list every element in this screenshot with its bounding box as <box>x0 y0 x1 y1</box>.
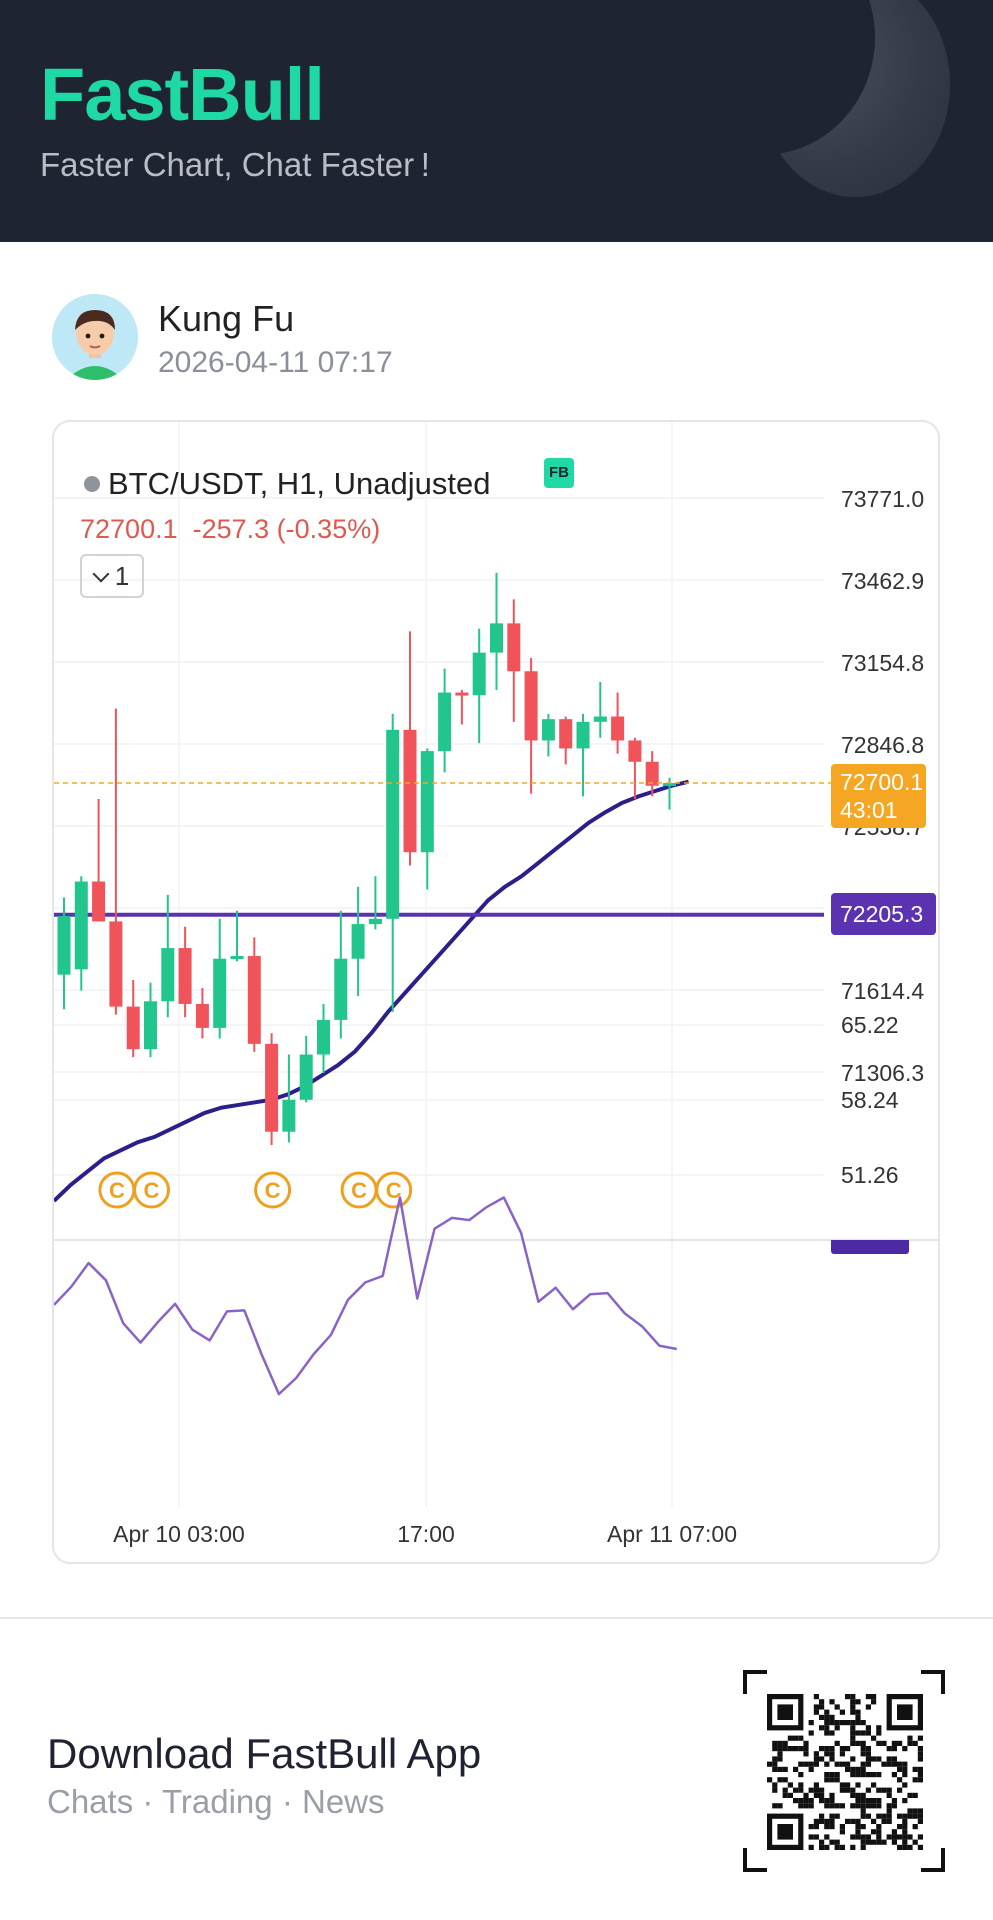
candle-body <box>455 692 469 696</box>
candle-body <box>403 729 417 853</box>
candle-body <box>161 948 175 1002</box>
candle-body <box>282 1099 296 1132</box>
indicator-count: 1 <box>114 561 130 591</box>
fastbull-logo: FastBull <box>40 53 325 136</box>
rsi-tick-label: 51.26 <box>841 1162 899 1188</box>
sub-separator: · <box>142 1783 154 1820</box>
chart-card[interactable]: 73771.073462.973154.872846.872538.771922… <box>52 420 940 1564</box>
candle-body <box>507 623 521 672</box>
candle-body <box>645 761 659 786</box>
candle-body <box>611 716 625 741</box>
pane-separator-handle[interactable] <box>831 1240 909 1254</box>
candle-body <box>334 958 348 1020</box>
download-qr-code[interactable] <box>743 1670 945 1872</box>
candle-body <box>351 924 365 959</box>
candle-body <box>559 719 573 749</box>
current-price-tag: 72700.1 43:01 <box>831 764 926 828</box>
candle-body <box>109 921 123 1007</box>
candle-body <box>178 948 192 1004</box>
event-marker <box>133 1171 170 1209</box>
fb-badge: FB <box>544 458 574 488</box>
candle-body <box>144 1001 157 1050</box>
price-tick-label: 73154.8 <box>841 650 924 676</box>
candle-body <box>490 623 503 653</box>
footer-divider <box>0 1617 993 1619</box>
time-tick-label: Apr 10 03:00 <box>113 1521 245 1547</box>
countdown: 43:01 <box>840 797 898 823</box>
candle-body <box>195 1003 209 1028</box>
candle-body <box>472 652 486 696</box>
price-tick-label: 73462.9 <box>841 568 924 594</box>
candle-body <box>420 751 434 853</box>
symbol-header: BTC/USDT, H1, Unadjusted <box>84 466 490 502</box>
avatar[interactable] <box>52 294 138 380</box>
status-dot <box>84 476 100 492</box>
price-tick-label: 72846.8 <box>841 732 924 758</box>
candle-body <box>265 1043 279 1132</box>
time-tick-label: Apr 11 07:00 <box>607 1521 737 1547</box>
time-tick-label: 17:00 <box>397 1521 455 1547</box>
candle-body <box>299 1054 313 1100</box>
header-banner: FastBull Faster Chart, Chat Faster ! <box>0 0 993 242</box>
price-tick-label: 71306.3 <box>841 1060 924 1086</box>
candle-body <box>126 1006 140 1050</box>
sub-trading: Trading <box>161 1783 273 1820</box>
sub-news: News <box>301 1783 385 1820</box>
candle-body <box>213 958 227 1028</box>
ma-level-tag: 72205.3 <box>831 893 936 935</box>
event-marker <box>254 1171 292 1209</box>
price-tag-value: 72700.1 <box>840 769 924 795</box>
slogan: Faster Chart, Chat Faster ! <box>40 146 430 183</box>
candle-body <box>74 881 88 970</box>
candle-body <box>663 783 676 787</box>
indicator-dropdown[interactable]: 1 <box>80 554 144 598</box>
event-marker-label: C <box>265 1178 281 1203</box>
post-timestamp: 2026-04-11 07:17 <box>158 346 393 379</box>
candle-body <box>247 956 261 1044</box>
candle-body <box>524 671 538 741</box>
candle-body <box>628 740 642 762</box>
download-title[interactable]: Download FastBull App <box>47 1730 482 1777</box>
symbol-title: BTC/USDT, H1, Unadjusted <box>108 466 491 501</box>
sub-separator: · <box>281 1783 293 1820</box>
download-subtitle: Chats · Trading · News <box>47 1783 385 1821</box>
candle-body <box>438 692 452 752</box>
user-name[interactable]: Kung Fu <box>158 298 295 339</box>
candle-body <box>317 1019 330 1055</box>
rsi-tick-label: 65.22 <box>841 1012 899 1038</box>
event-marker-label: C <box>144 1178 160 1203</box>
price-change: 72700.1 -257.3 (-0.35%) <box>80 514 380 545</box>
candle-body <box>576 721 590 749</box>
sub-chats: Chats <box>47 1783 134 1820</box>
event-marker-label: C <box>386 1178 402 1203</box>
moving-average-line <box>54 779 690 1203</box>
last-price: 72700.1 <box>80 514 178 544</box>
candle-body <box>593 716 607 722</box>
candle-body <box>92 881 106 922</box>
rsi-line <box>54 1196 678 1396</box>
event-marker-label: C <box>109 1178 125 1203</box>
rsi-tick-label: 58.24 <box>841 1087 899 1113</box>
candle-body <box>541 719 555 741</box>
candle-body <box>386 729 400 919</box>
price-tick-label: 73771.0 <box>841 486 924 512</box>
price-chart[interactable]: 73771.073462.973154.872846.872538.771922… <box>54 422 940 1564</box>
change-value: -257.3 (-0.35%) <box>192 514 381 544</box>
event-marker <box>375 1171 413 1209</box>
candle-body <box>57 916 71 975</box>
event-marker-label: C <box>351 1178 367 1203</box>
candle-body <box>230 956 244 960</box>
candle-body <box>368 918 382 925</box>
price-tick-label: 71614.4 <box>841 978 924 1004</box>
chevron-down-icon <box>92 565 110 583</box>
